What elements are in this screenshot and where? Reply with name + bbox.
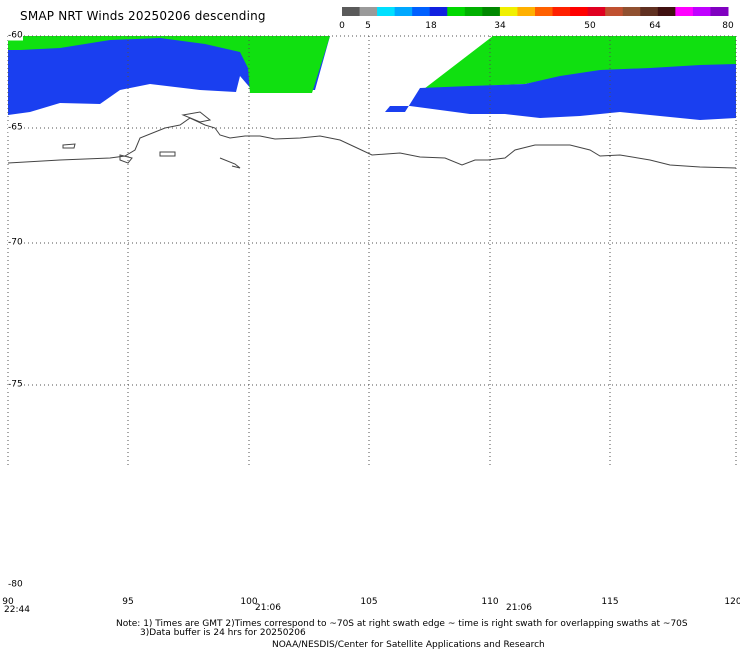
swath-right-low-wind xyxy=(385,64,736,120)
note-line-2: 3)Data buffer is 24 hrs for 20250206 xyxy=(140,628,306,638)
coast-island-4 xyxy=(119,154,133,164)
latitude-label: -60 xyxy=(8,30,23,41)
colorbar-segment xyxy=(482,7,501,16)
colorbar-segment xyxy=(552,7,571,16)
longitude-label: 110 xyxy=(481,597,499,607)
colorbar-segment xyxy=(675,7,694,16)
longitude-label: 100 xyxy=(240,597,258,607)
time-label-right: 21:06 xyxy=(506,603,532,613)
colorbar-segment xyxy=(570,7,589,16)
swath-left-moderate-wind xyxy=(8,36,330,93)
colorbar-segment xyxy=(499,7,518,16)
time-label-mid: 21:06 xyxy=(255,603,281,613)
note-line-3: NOAA/NESDIS/Center for Satellite Applica… xyxy=(272,640,545,650)
colorbar-segment xyxy=(464,7,483,16)
colorbar-tick-label: 64 xyxy=(649,21,661,31)
colorbar-segment xyxy=(710,7,729,16)
colorbar-segment xyxy=(605,7,624,16)
colorbar-tick-label: 5 xyxy=(365,21,371,31)
colorbar-segment xyxy=(359,7,378,16)
latitude-label: -65 xyxy=(8,122,23,133)
colorbar-segment xyxy=(412,7,431,16)
longitude-label: 90 xyxy=(2,597,14,607)
colorbar-segment xyxy=(640,7,659,16)
colorbar-segment xyxy=(394,7,413,16)
colorbar xyxy=(342,7,729,16)
time-label-left: 22:44 xyxy=(4,605,30,615)
colorbar-segment xyxy=(429,7,448,16)
colorbar-segment xyxy=(622,7,641,16)
colorbar-tick-label: 18 xyxy=(425,21,437,31)
coast-inlet xyxy=(219,157,241,169)
colorbar-segment xyxy=(535,7,554,16)
latitude-label: -70 xyxy=(8,237,23,248)
map-title: SMAP NRT Winds 20250206 descending xyxy=(20,9,266,23)
coast-island-3 xyxy=(159,151,176,157)
swath-right-moderate-wind xyxy=(420,36,736,92)
colorbar-segment xyxy=(692,7,711,16)
colorbar-segment xyxy=(517,7,536,16)
colorbar-segment xyxy=(587,7,606,16)
colorbar-segment xyxy=(377,7,396,16)
colorbar-segment xyxy=(447,7,466,16)
longitude-label: 120 xyxy=(724,597,740,607)
longitude-label: 95 xyxy=(122,597,134,607)
colorbar-tick-label: 50 xyxy=(584,21,596,31)
latitude-label: -80 xyxy=(8,579,23,590)
colorbar-segment xyxy=(342,7,361,16)
note-line-1: Note: 1) Times are GMT 2)Times correspon… xyxy=(116,619,688,629)
colorbar-tick-label: 0 xyxy=(339,21,345,31)
colorbar-tick-label: 34 xyxy=(494,21,506,31)
antarctic-coastline xyxy=(7,117,737,169)
colorbar-segment xyxy=(657,7,676,16)
coast-island-2 xyxy=(62,143,76,149)
longitude-label: 105 xyxy=(360,597,378,607)
latitude-label: -75 xyxy=(8,379,23,390)
coast-island-1 xyxy=(181,111,212,123)
longitude-label: 115 xyxy=(601,597,619,607)
colorbar-tick-label: 80 xyxy=(722,21,734,31)
